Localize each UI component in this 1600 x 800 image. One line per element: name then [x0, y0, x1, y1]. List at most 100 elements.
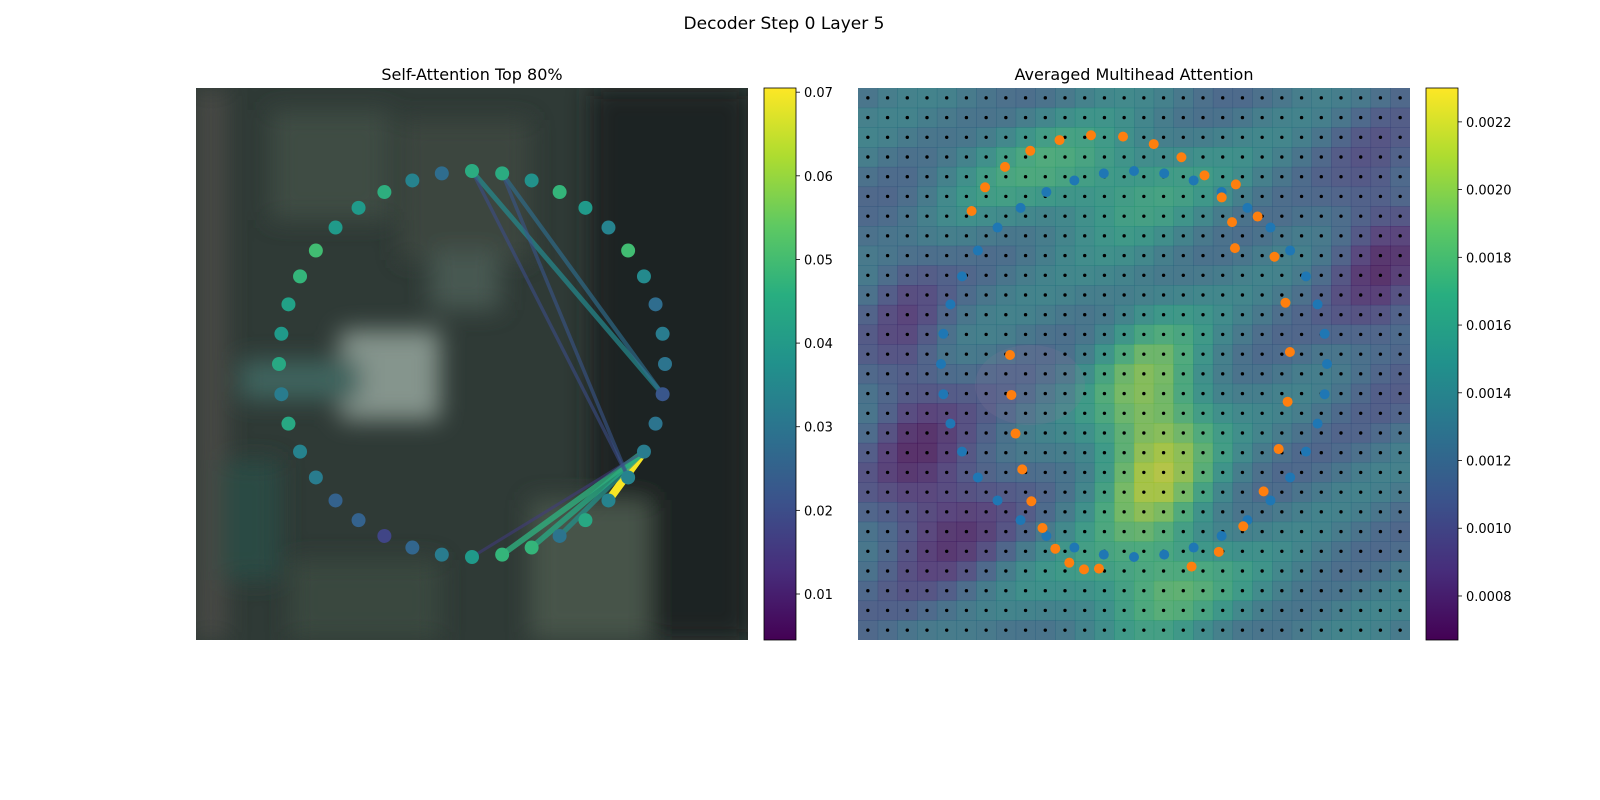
reference-point — [1015, 515, 1026, 526]
right-panel-title: Averaged Multihead Attention — [1015, 65, 1254, 84]
sampling-point — [1026, 496, 1037, 507]
token-node — [274, 326, 289, 341]
sampling-point — [1282, 396, 1293, 407]
token-node — [274, 387, 289, 402]
attention-heatmap — [858, 88, 1410, 640]
reference-point — [1319, 389, 1330, 400]
sampling-point — [1229, 243, 1240, 254]
sampling-points-orange — [966, 130, 1295, 575]
sampling-point — [1010, 428, 1021, 439]
token-node — [648, 297, 663, 312]
reference-point — [1312, 299, 1323, 310]
token-node — [281, 416, 296, 431]
token-node — [495, 547, 510, 562]
reference-point — [1041, 530, 1052, 541]
sampling-point — [999, 161, 1010, 172]
token-node — [658, 357, 672, 371]
sampling-point — [1284, 347, 1295, 358]
token-node — [434, 166, 449, 181]
token-node — [308, 470, 323, 485]
reference-point — [1098, 168, 1109, 179]
token-node — [377, 528, 392, 543]
token-node — [281, 297, 296, 312]
reference-point — [1159, 168, 1170, 179]
reference-point — [1015, 202, 1026, 213]
sampling-point — [1006, 389, 1017, 400]
reference-point — [992, 495, 1003, 506]
sampling-point — [1230, 179, 1241, 190]
sampling-point — [1186, 561, 1197, 572]
sampling-point — [1238, 521, 1249, 532]
token-node — [552, 185, 567, 200]
attention-edge — [470, 450, 646, 559]
reference-point — [945, 299, 956, 310]
reference-point — [1285, 472, 1296, 483]
token-node — [621, 470, 636, 485]
token-node — [648, 416, 663, 431]
attention-edge — [470, 169, 630, 480]
figure-suptitle: Decoder Step 0 Layer 5 — [684, 14, 885, 34]
colorbar-tick-label: 0.0014 — [1466, 387, 1512, 402]
reference-point — [992, 222, 1003, 233]
attention-edge — [500, 171, 665, 397]
reference-point — [1216, 530, 1227, 541]
reference-point — [1265, 495, 1276, 506]
colorbar-tick-label: 0.01 — [804, 588, 833, 603]
sampling-point — [1227, 217, 1238, 228]
token-node — [636, 269, 651, 284]
left-colorbar: 0.01 0.02 0.03 0.04 0.05 0.06 0.07 — [763, 86, 833, 641]
colorbar-tick-label: 0.0020 — [1466, 184, 1512, 199]
reference-point — [1129, 166, 1139, 176]
reference-point — [1069, 175, 1080, 186]
sampling-point — [1118, 131, 1129, 142]
colorbar-tick-label: 0.03 — [804, 421, 833, 436]
token-node — [495, 166, 510, 181]
sampling-point — [1199, 170, 1210, 181]
token-node — [328, 220, 343, 235]
token-node — [465, 164, 479, 178]
reference-point — [1188, 542, 1199, 553]
sampling-point — [1280, 297, 1291, 308]
attention-edge — [499, 448, 647, 558]
reference-point — [936, 359, 946, 369]
reference-point — [1300, 271, 1311, 282]
colorbar-tick-label: 0.0018 — [1466, 251, 1512, 266]
reference-point — [1069, 542, 1080, 553]
reference-point — [938, 328, 949, 339]
sampling-point — [1148, 139, 1159, 150]
token-node — [552, 528, 567, 543]
sampling-point — [1086, 130, 1097, 141]
token-node — [351, 200, 366, 215]
token-node — [377, 185, 392, 200]
attention-edge — [469, 168, 666, 397]
token-node — [655, 326, 670, 341]
sampling-point — [1037, 522, 1048, 533]
token-node — [601, 220, 616, 235]
self-attention-panel: Self-Attention Top 80% — [196, 65, 748, 640]
token-node — [578, 200, 593, 215]
colorbar-tick-label: 0.0022 — [1466, 116, 1512, 131]
token-node — [524, 540, 539, 555]
token-node — [601, 493, 616, 508]
reference-point — [1285, 245, 1296, 256]
colorbar-tick-label: 0.05 — [804, 253, 833, 268]
sampling-point — [1273, 444, 1284, 455]
token-nodes — [272, 164, 672, 564]
sampling-point — [1176, 152, 1187, 163]
reference-point — [938, 389, 949, 400]
token-node — [655, 387, 670, 402]
reference-point — [1265, 222, 1276, 233]
right-colorbar: 0.0008 0.0010 0.0012 0.0014 0.0016 0.0018 0.00… — [1425, 87, 1512, 641]
reference-point — [972, 245, 983, 256]
sampling-point — [966, 206, 977, 217]
token-node — [621, 243, 636, 258]
reference-point — [1242, 202, 1253, 213]
token-node — [351, 513, 366, 528]
token-node — [434, 547, 449, 562]
sampling-point — [1025, 145, 1036, 156]
sampling-point — [1252, 211, 1263, 222]
reference-point — [1098, 549, 1109, 560]
token-node — [465, 550, 479, 564]
colorbar-tick-label: 0.0012 — [1466, 455, 1512, 470]
